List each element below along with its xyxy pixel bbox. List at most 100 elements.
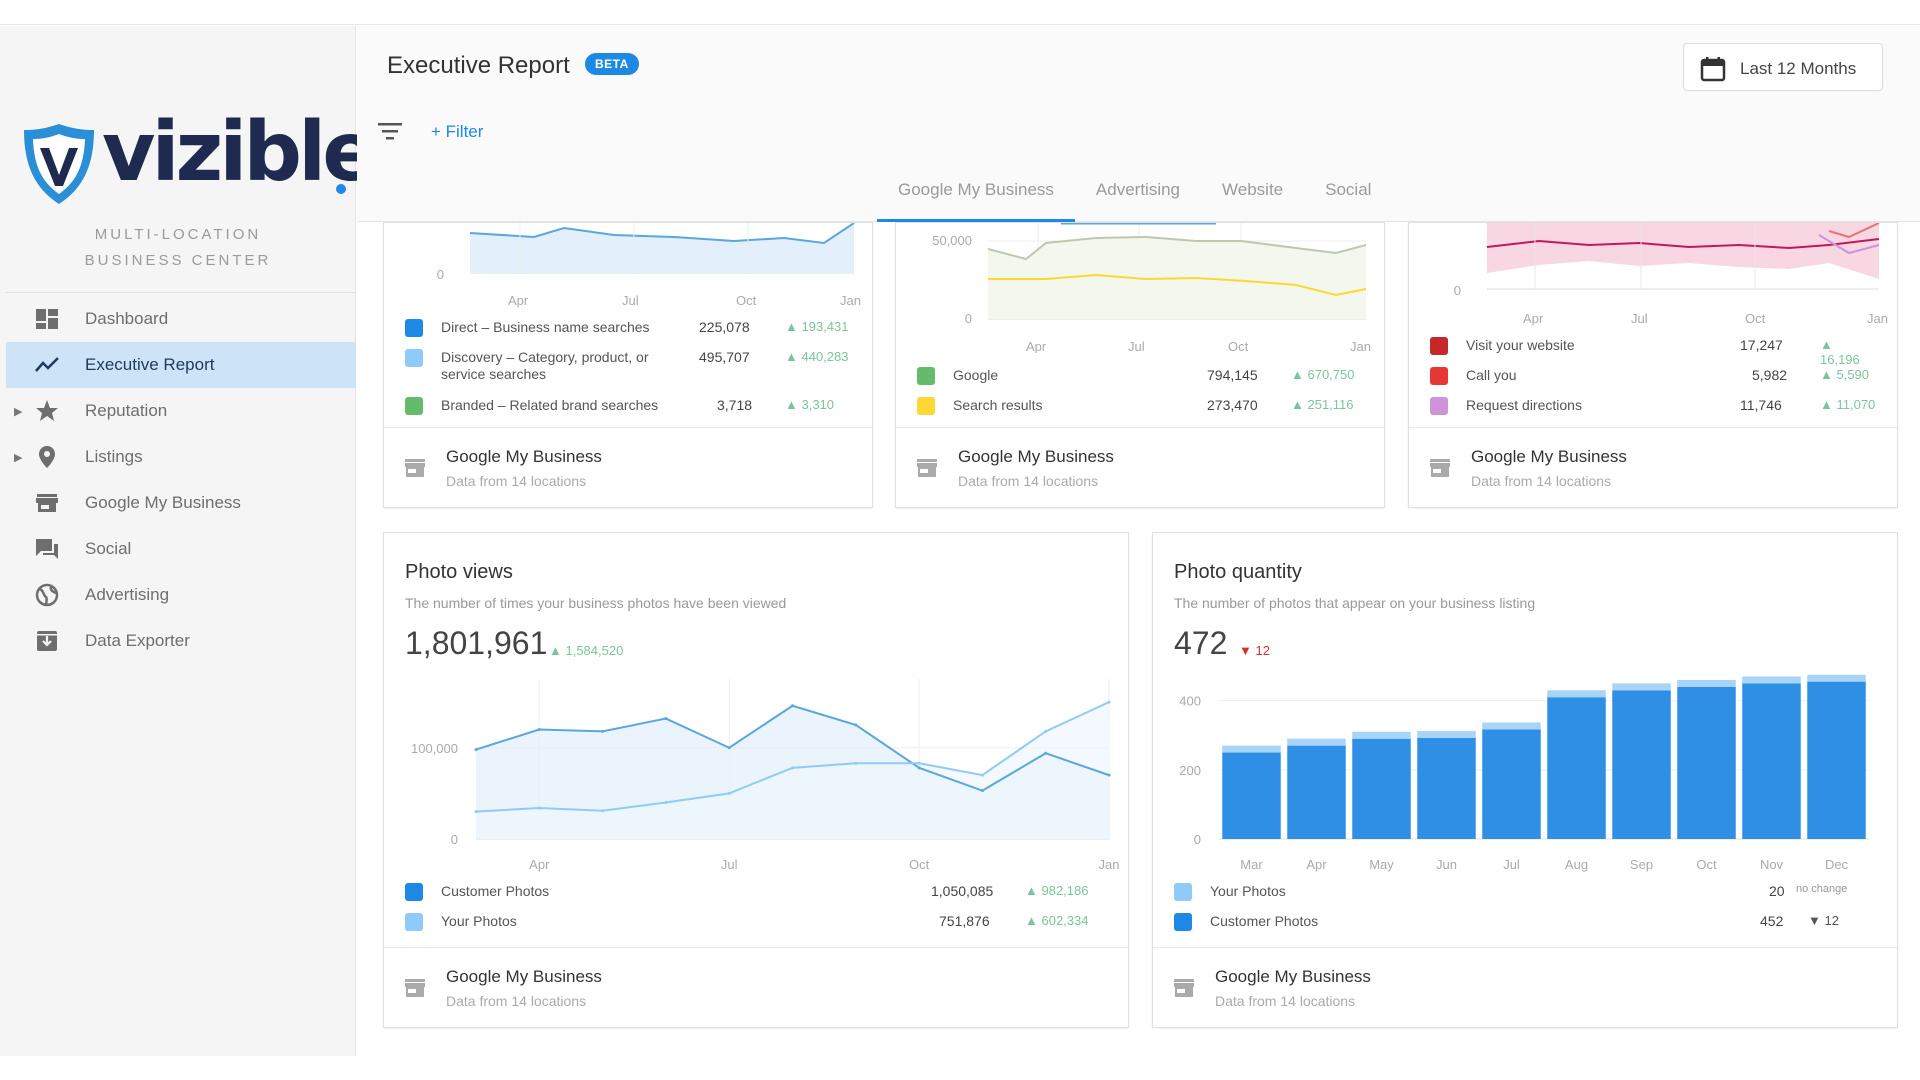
legend-swatch (917, 367, 935, 385)
sidebar-item-label: Social (85, 539, 132, 558)
bar-customer-photos (1222, 752, 1281, 839)
x-tick-label: Jul (622, 293, 639, 308)
prev-value: 440,283 (801, 349, 849, 364)
data-point (601, 729, 605, 733)
export-icon (37, 631, 57, 651)
bar-your-photos (1287, 738, 1346, 746)
legend-label: Discovery – Category, product, or servic… (441, 349, 649, 383)
data-point (1107, 700, 1111, 704)
x-tick-label: Oct (1228, 339, 1249, 353)
legend-value: 5,982 (1752, 367, 1788, 383)
data-point (664, 801, 668, 804)
x-tick-label: Oct (1745, 311, 1766, 326)
legend-item: Customer Photos 1,050,085 ▲ 982,186 (405, 881, 1107, 905)
legend-prev-value: ▲ 602,334 (1025, 913, 1089, 928)
sidebar-item-google-my-business[interactable]: Google My Business (6, 480, 356, 526)
storefront-icon (405, 459, 425, 477)
tab-google-my-business[interactable]: Google My Business (877, 166, 1075, 222)
legend-swatch (1174, 883, 1192, 901)
x-tick-label: May (1369, 857, 1394, 872)
legend-value: 11,746 (1740, 397, 1782, 413)
legend-item: Your Photos 20 no change (1174, 881, 1876, 905)
series-area (1487, 223, 1879, 279)
data-point (1107, 773, 1111, 777)
bar-customer-photos (1547, 697, 1606, 839)
legend-item: Branded – Related brand searches 3,718 ▲… (405, 395, 851, 419)
card-title: Photo quantity (1174, 561, 1302, 583)
x-tick-label: Jul (1128, 339, 1145, 353)
metric-total: 1,801,961 (405, 625, 548, 661)
sidebar-item-social[interactable]: Social (6, 526, 356, 572)
legend-swatch (1430, 397, 1448, 415)
x-tick-label: Oct (909, 857, 930, 872)
calendar-icon (1700, 57, 1726, 82)
x-tick-label: Jul (721, 857, 738, 872)
card-description: The number of times your business photos… (405, 595, 787, 611)
x-tick-label: Dec (1825, 857, 1849, 872)
sidebar-item-data-exporter[interactable]: Data Exporter (6, 618, 356, 664)
y-tick-label: 200 (1179, 763, 1201, 778)
bar-customer-photos (1612, 690, 1671, 839)
footer-title: Google My Business (446, 447, 602, 466)
sidebar-item-dashboard[interactable]: Dashboard (6, 296, 356, 342)
sidebar: vizible MULTI-LOCATION BUSINESS CENTER D… (0, 26, 378, 1056)
customer-actions-chart: 0 Apr Jul Oct Jan (1454, 223, 1888, 326)
date-range-button[interactable]: Last 12 Months (1683, 43, 1883, 91)
tab-social[interactable]: Social (1325, 180, 1372, 199)
bar-your-photos (1547, 690, 1606, 698)
storefront-icon (917, 459, 937, 477)
photo-views-chart: 100,000 0 Apr Jul Oct Jan (411, 679, 1119, 872)
y-tick-label: 0 (1454, 283, 1461, 298)
data-point (537, 728, 541, 731)
sidebar-item-executive-report[interactable]: Executive Report (6, 342, 356, 388)
bar-customer-photos (1807, 681, 1866, 839)
x-tick-label: Apr (529, 857, 550, 872)
x-tick-label: Apr (1523, 311, 1544, 326)
footer-subtitle: Data from 14 locations (1215, 993, 1356, 1009)
legend-swatch (405, 349, 423, 367)
data-point (854, 723, 858, 727)
legend-item: Your Photos 751,876 ▲ 602,334 (405, 911, 1107, 935)
storefront-icon (1430, 459, 1450, 477)
searches-chart: 0 Apr Jul Oct Jan (437, 223, 861, 308)
customer-actions-card: 0 Apr Jul Oct Jan Visit your website 17,… (1408, 222, 1898, 508)
dashboard-icon (36, 309, 58, 329)
legend-swatch (405, 397, 423, 415)
legend-label: Visit your website (1466, 337, 1575, 353)
legend-delta: ▼ 12 (1808, 913, 1839, 928)
legend-label: Search results (953, 397, 1043, 413)
y-tick-label: 0 (437, 267, 444, 282)
legend-label-line2: service searches (441, 366, 547, 382)
card-footer: Google My Business Data from 14 location… (384, 947, 1128, 1027)
filter-icon[interactable] (377, 121, 403, 141)
tab-website[interactable]: Website (1222, 180, 1284, 199)
legend-label: Customer Photos (441, 883, 550, 899)
delta-value: 12 (1824, 913, 1839, 928)
legend-item: Call you 5,982 ▲ 5,590 (1430, 365, 1876, 389)
sidebar-item-reputation[interactable]: ▶ Reputation (6, 388, 356, 434)
expand-caret-icon[interactable]: ▶ (14, 405, 23, 418)
y-tick-label: 100,000 (411, 741, 458, 756)
bar-your-photos (1742, 676, 1801, 684)
data-point (601, 809, 605, 813)
legend-prev-value: ▲ 670,750 (1291, 367, 1355, 382)
nav-divider (6, 292, 356, 293)
metric-prev: ▲ 1,584,520 (549, 643, 624, 658)
footer-subtitle: Data from 14 locations (1471, 473, 1612, 489)
expand-caret-icon[interactable]: ▶ (14, 451, 23, 464)
legend-prev-value: ▲ 16,196 (1820, 337, 1860, 367)
legend-item: Visit your website 17,247 ▲ 16,196 (1430, 335, 1876, 367)
x-tick-label: Apr (508, 293, 529, 308)
legend-value: 794,145 (1207, 367, 1258, 383)
card-footer: Google My Business Data from 14 location… (384, 427, 872, 507)
x-tick-label: Jul (1503, 857, 1520, 872)
x-tick-label: Apr (1306, 857, 1327, 872)
sidebar-item-advertising[interactable]: Advertising (6, 572, 356, 618)
data-point (1044, 751, 1048, 755)
prev-value: 5,590 (1836, 367, 1870, 382)
add-filter-link[interactable]: + Filter (431, 122, 484, 141)
sidebar-item-listings[interactable]: ▶ Listings (6, 434, 356, 480)
legend-swatch (1430, 337, 1448, 355)
legend-item: Search results 273,470 ▲ 251,116 (917, 395, 1363, 419)
tab-advertising[interactable]: Advertising (1095, 180, 1181, 199)
